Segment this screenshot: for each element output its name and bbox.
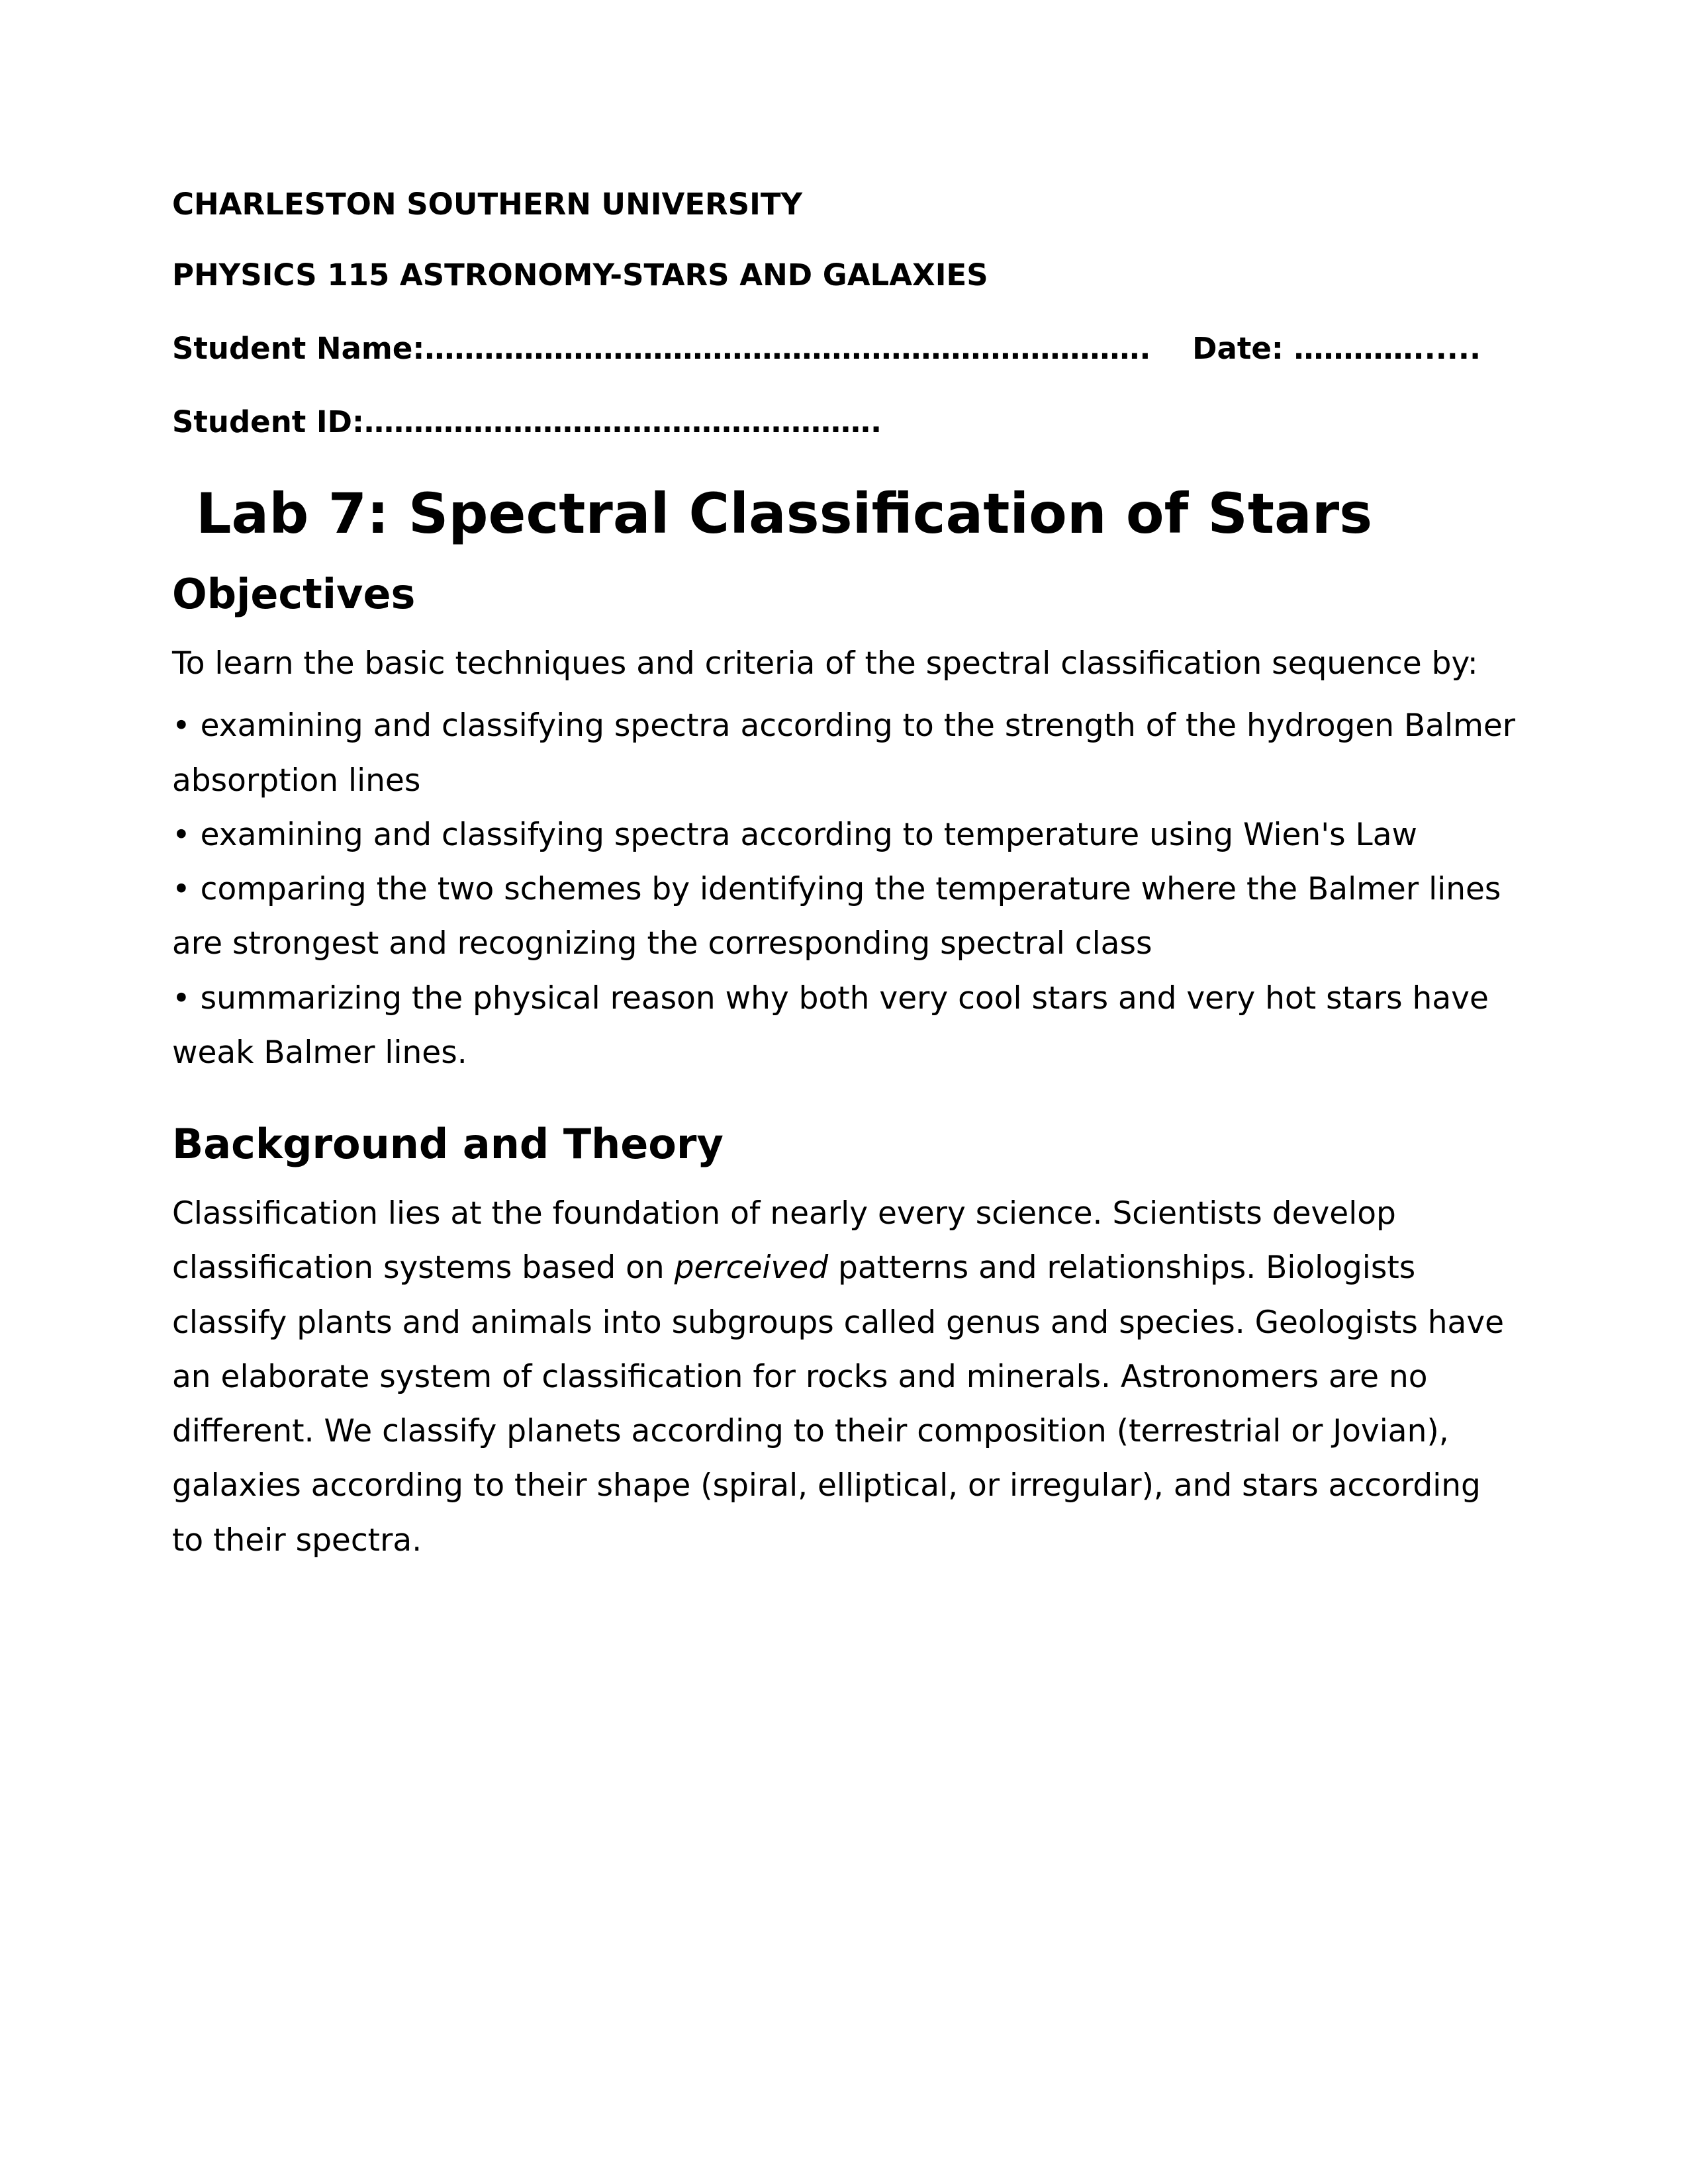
background-heading: Background and Theory — [172, 1120, 1516, 1168]
objective-bullet: • summarizing the physical reason why bo… — [172, 972, 1516, 1081]
date-label: Date: …………...... — [1192, 331, 1481, 366]
university-name: CHARLESTON SOUTHERN UNIVERSITY — [172, 185, 1516, 224]
student-name-date-row: Student Name:………………………………………………………………. D… — [172, 326, 1516, 371]
student-id-label: Student ID:……………………………………………. — [172, 403, 1516, 442]
objectives-intro: To learn the basic techniques and criter… — [172, 637, 1516, 691]
background-italic-word: perceived — [675, 1250, 828, 1286]
background-paragraph: Classification lies at the foundation of… — [172, 1187, 1516, 1568]
background-text-part2: patterns and relationships. Biologists c… — [172, 1250, 1504, 1558]
lab-title: Lab 7: Spectral Classification of Stars — [172, 481, 1516, 546]
objective-bullet: • examining and classifying spectra acco… — [172, 699, 1516, 808]
objectives-heading: Objectives — [172, 570, 1516, 618]
objective-bullet: • examining and classifying spectra acco… — [172, 808, 1516, 862]
objective-bullet: • comparing the two schemes by identifyi… — [172, 862, 1516, 972]
student-name-label: Student Name:………………………………………………………………. — [172, 331, 1150, 366]
course-name: PHYSICS 115 ASTRONOMY-STARS AND GALAXIES — [172, 256, 1516, 295]
